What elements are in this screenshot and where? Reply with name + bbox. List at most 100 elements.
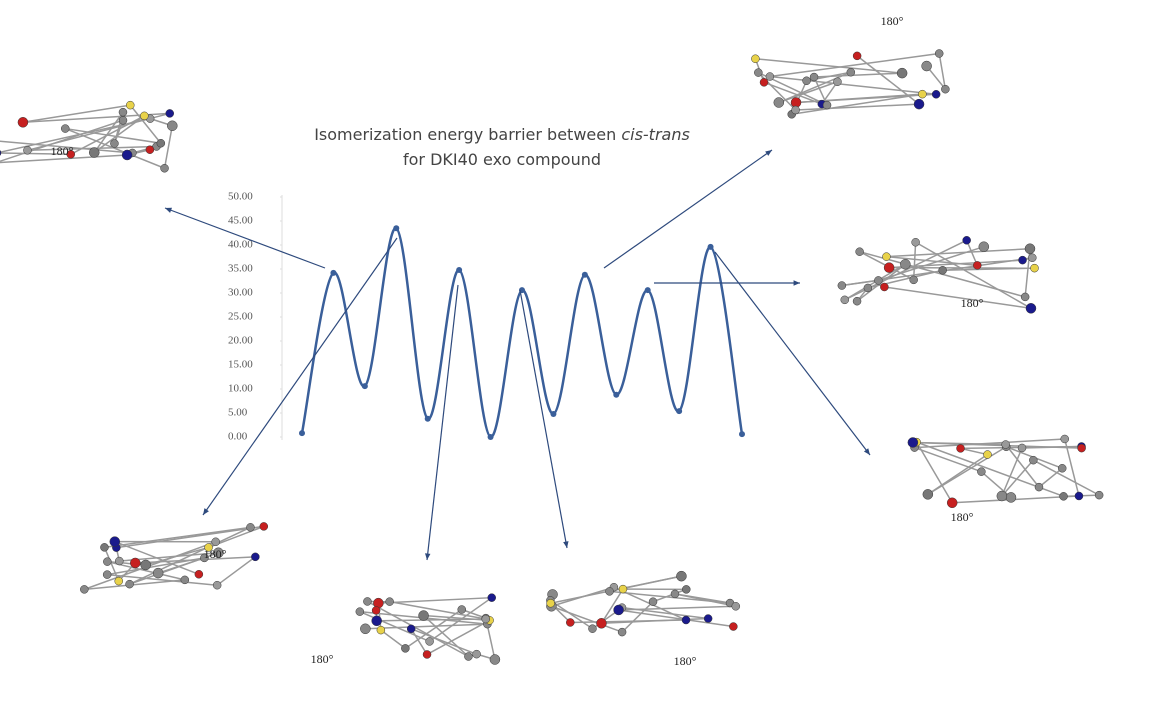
atom (1028, 254, 1036, 262)
atom (729, 623, 737, 631)
atom (166, 109, 174, 117)
atom (363, 597, 371, 605)
atom (115, 557, 123, 565)
atom (853, 297, 861, 305)
atom (957, 444, 965, 452)
atom (884, 263, 894, 273)
molecule (751, 50, 949, 119)
atom (619, 585, 627, 593)
atom (488, 594, 496, 602)
arrow-head (563, 541, 568, 548)
rotation-label: 180° (204, 547, 227, 561)
point (456, 267, 462, 273)
point (645, 287, 651, 293)
atom (126, 101, 134, 109)
point (488, 434, 494, 440)
y-tick-label: 20.00 (228, 335, 253, 347)
atom (941, 85, 949, 93)
point (362, 383, 368, 389)
point (299, 430, 305, 436)
atom (682, 616, 690, 624)
atom (377, 626, 385, 634)
atom (181, 576, 189, 584)
atom (810, 73, 818, 81)
atom (732, 602, 740, 610)
atom (566, 618, 574, 626)
rotation-label: 180° (311, 652, 334, 666)
rotation-label: 180° (951, 510, 974, 524)
atom (1030, 264, 1038, 272)
atom (874, 276, 882, 284)
atom (464, 653, 472, 661)
y-tick-label: 50.00 (228, 191, 253, 203)
atom (423, 650, 431, 658)
atom (923, 489, 933, 499)
atom (853, 52, 861, 60)
atom (103, 571, 111, 579)
atom (1078, 444, 1086, 452)
atom (1060, 492, 1068, 500)
atom (606, 587, 614, 595)
atom (932, 90, 940, 98)
atom (18, 117, 28, 127)
point (582, 272, 588, 278)
molecule (908, 435, 1103, 508)
atom (997, 491, 1007, 501)
bond (814, 73, 902, 77)
bond (770, 77, 936, 95)
atom (977, 468, 985, 476)
atom (372, 616, 382, 626)
atom (426, 637, 434, 645)
atom (979, 242, 989, 252)
atom (547, 599, 555, 607)
atom (141, 560, 151, 570)
atom (803, 77, 811, 85)
atom (922, 61, 932, 71)
atom (1095, 491, 1103, 499)
atom (157, 139, 165, 147)
atom (1002, 441, 1010, 449)
molecule (80, 522, 267, 593)
bond (619, 606, 736, 610)
atom (897, 68, 907, 78)
atom (760, 78, 768, 86)
bond (1002, 448, 1022, 496)
arrow (604, 150, 772, 268)
atom (1029, 456, 1037, 464)
atom (910, 276, 918, 284)
atom (856, 248, 864, 256)
atom (935, 50, 943, 58)
atom (490, 655, 500, 665)
arrow (520, 290, 567, 548)
atom (1058, 464, 1066, 472)
atom (792, 106, 800, 114)
atom (103, 558, 111, 566)
y-tick-label: 30.00 (228, 287, 253, 299)
atom (908, 437, 918, 447)
atom (880, 283, 888, 291)
atom (401, 644, 409, 652)
rotation-label: 180° (881, 14, 904, 28)
atom (110, 140, 118, 148)
atom (246, 523, 254, 531)
bond (381, 630, 405, 648)
arrow-head (864, 448, 870, 455)
atom (386, 598, 394, 606)
energy-curve (302, 228, 742, 437)
point (550, 411, 556, 417)
atom (372, 606, 380, 614)
atom (122, 150, 132, 160)
y-tick-label: 25.00 (228, 311, 253, 323)
atom (823, 101, 831, 109)
atom (774, 98, 784, 108)
bond (1002, 460, 1033, 496)
atom (912, 238, 920, 246)
atom (596, 618, 606, 628)
arrow-head (765, 150, 772, 156)
arrow (427, 285, 458, 560)
atom (1021, 293, 1029, 301)
atom (838, 282, 846, 290)
atom (618, 628, 626, 636)
bond (917, 442, 953, 503)
atom (841, 296, 849, 304)
